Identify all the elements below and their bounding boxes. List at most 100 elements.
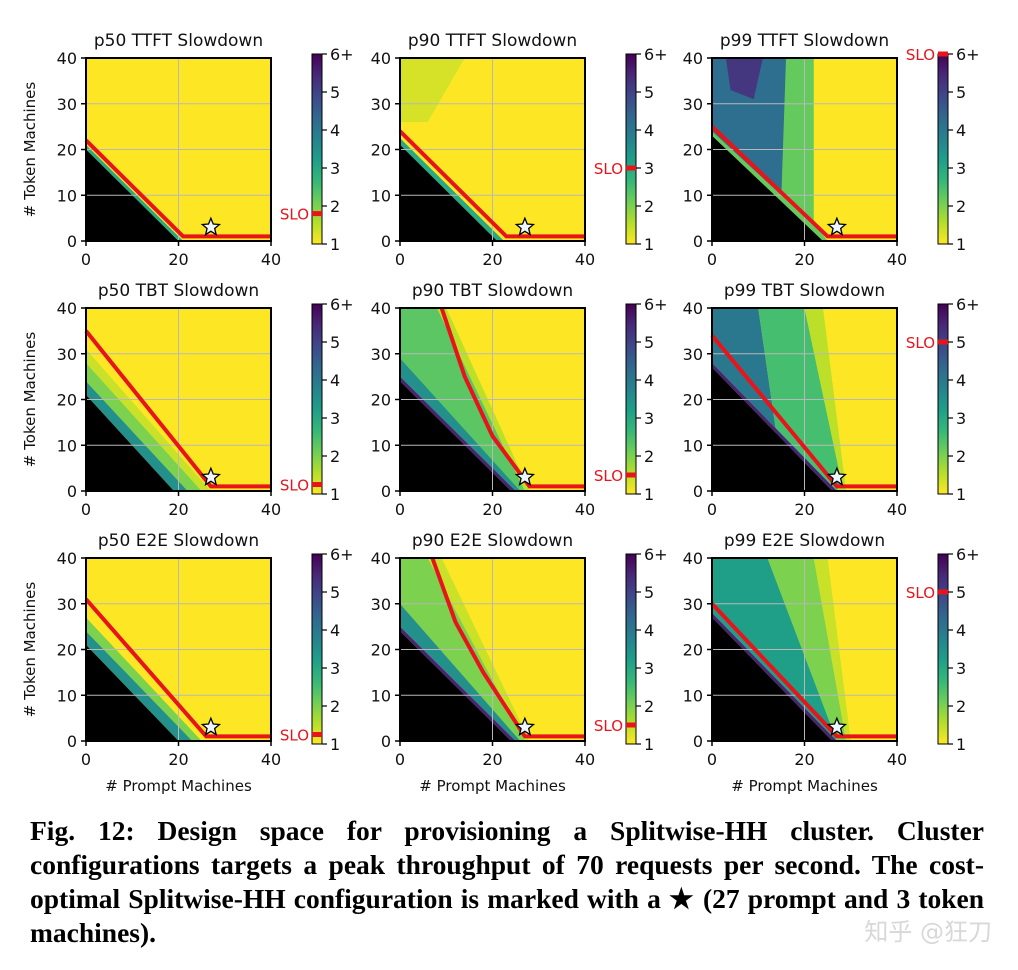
infeasible-region	[86, 644, 179, 741]
x-tick-label: 20	[794, 500, 814, 519]
infeasible-region	[86, 394, 174, 491]
colorbar-tick-label: 5	[956, 333, 966, 352]
colorbar-tick-label: 1	[644, 485, 654, 504]
slo-label: SLO	[280, 727, 309, 745]
optimal-config-star-marker	[200, 466, 222, 486]
colorbar-tick-label: 5	[330, 333, 340, 352]
y-tick-label: 10	[371, 686, 391, 705]
x-tick-label: 20	[168, 250, 188, 269]
y-tick-label: 10	[371, 186, 391, 205]
colorbar	[311, 303, 323, 495]
heatmap-panel: p99 TTFT Slowdown 0 10 20 30 40 0 20 40 1 2 3 4 5 6+ SL…	[683, 31, 980, 269]
x-tick-label: 40	[575, 250, 595, 269]
x-axis-label: # Prompt Machines	[731, 777, 878, 795]
slo-label: SLO	[594, 717, 623, 735]
colorbar-tick-label: 4	[644, 121, 654, 140]
y-tick-label: 20	[683, 641, 703, 660]
panel-title: p90 TTFT Slowdown	[408, 31, 577, 51]
slo-label: SLO	[280, 477, 309, 495]
colorbar-tick-label: 2	[644, 697, 654, 716]
optimal-config-star-marker	[514, 466, 536, 486]
heatmap-panel: p99 TBT Slowdown 0 10 20 30 40 0 20 40 1 2 3 4 5 6+ SLO	[683, 281, 980, 519]
x-tick-label: 0	[707, 250, 717, 269]
y-tick-label: 30	[371, 345, 391, 364]
colorbar-tick-label: 3	[644, 659, 654, 678]
y-tick-label: 0	[67, 732, 77, 751]
y-tick-label: 0	[67, 232, 77, 251]
x-axis-label: # Prompt Machines	[105, 777, 252, 795]
x-tick-label: 40	[575, 500, 595, 519]
colorbar-tick-label: 5	[330, 83, 340, 102]
heatmap-region	[400, 626, 516, 741]
panel-title: p50 TBT Slowdown	[98, 281, 259, 301]
colorbar-tick-label: 3	[956, 409, 966, 428]
y-tick-label: 10	[57, 686, 77, 705]
slo-label: SLO	[280, 206, 309, 224]
x-tick-label: 0	[81, 250, 91, 269]
y-tick-label: 0	[381, 232, 391, 251]
x-tick-label: 40	[575, 750, 595, 769]
colorbar	[311, 553, 323, 745]
x-tick-label: 0	[395, 250, 405, 269]
colorbar-tick-label: 3	[644, 409, 654, 428]
x-tick-label: 20	[168, 500, 188, 519]
y-axis-label: # Token Machines	[21, 332, 39, 468]
heatmap-region	[725, 58, 763, 100]
y-tick-label: 0	[67, 482, 77, 501]
heatmap-region	[712, 362, 837, 491]
infeasible-region	[712, 617, 833, 741]
slo-curve	[84, 597, 271, 739]
slo-marker	[626, 472, 636, 478]
y-tick-label: 20	[57, 391, 77, 410]
colorbar-tick-label: 2	[956, 197, 966, 216]
x-tick-label: 20	[794, 750, 814, 769]
colorbar-tick-label: 4	[330, 121, 340, 140]
colorbar-tick-label: 1	[956, 235, 966, 254]
y-tick-label: 20	[683, 391, 703, 410]
slo-curve	[710, 602, 897, 739]
infeasible-region	[712, 135, 823, 241]
colorbar-tick-label: 3	[330, 409, 340, 428]
y-tick-label: 10	[57, 436, 77, 455]
colorbar-tick-label: 2	[330, 697, 340, 716]
x-tick-label: 0	[395, 500, 405, 519]
slo-curve	[84, 329, 271, 489]
colorbar-tick-label: 3	[330, 159, 340, 178]
colorbar-tick-label: 6+	[330, 295, 354, 314]
y-tick-label: 10	[683, 186, 703, 205]
y-tick-label: 10	[371, 436, 391, 455]
y-tick-label: 20	[57, 141, 77, 160]
y-tick-label: 30	[371, 595, 391, 614]
x-tick-label: 0	[707, 750, 717, 769]
colorbar-tick-label: 5	[330, 583, 340, 602]
y-tick-label: 40	[683, 49, 703, 68]
colorbar-tick-label: 2	[956, 697, 966, 716]
heatmap-panel: p50 E2E Slowdown 0 10 20 30 40 0 20 40 # Token Ma…	[21, 531, 354, 795]
y-tick-label: 40	[57, 549, 77, 568]
y-tick-label: 30	[683, 95, 703, 114]
optimal-config-star-marker	[514, 716, 536, 736]
y-tick-label: 30	[57, 95, 77, 114]
infeasible-region	[400, 381, 511, 491]
x-tick-label: 20	[168, 750, 188, 769]
heatmap-panel: p90 TBT Slowdown 0 10 20 30 40 0 20 40 1 2 3 4 5 6+ SLO	[371, 281, 668, 519]
x-tick-label: 40	[887, 250, 907, 269]
panel-title: p50 TTFT Slowdown	[94, 31, 263, 51]
colorbar-tick-label: 5	[956, 83, 966, 102]
x-tick-label: 0	[81, 500, 91, 519]
heatmap-panel: p50 TTFT Slowdown 0 10 20 30 40 0 20 40 # Token M…	[21, 31, 354, 269]
heatmap-region	[86, 617, 202, 741]
colorbar-tick-label: 4	[956, 121, 966, 140]
colorbar-tick-label: 2	[956, 447, 966, 466]
colorbar-tick-label: 1	[644, 735, 654, 754]
y-tick-label: 40	[371, 549, 391, 568]
colorbar-tick-label: 6+	[330, 45, 354, 64]
colorbar-tick-label: 4	[956, 371, 966, 390]
x-axis-label: # Prompt Machines	[419, 777, 566, 795]
y-tick-label: 30	[57, 595, 77, 614]
y-tick-label: 0	[693, 232, 703, 251]
heatmap-panel: p90 E2E Slowdown 0 10 20 30 40 0 20 40 # Prompt M…	[371, 531, 668, 795]
x-tick-label: 20	[794, 250, 814, 269]
y-tick-label: 20	[683, 141, 703, 160]
